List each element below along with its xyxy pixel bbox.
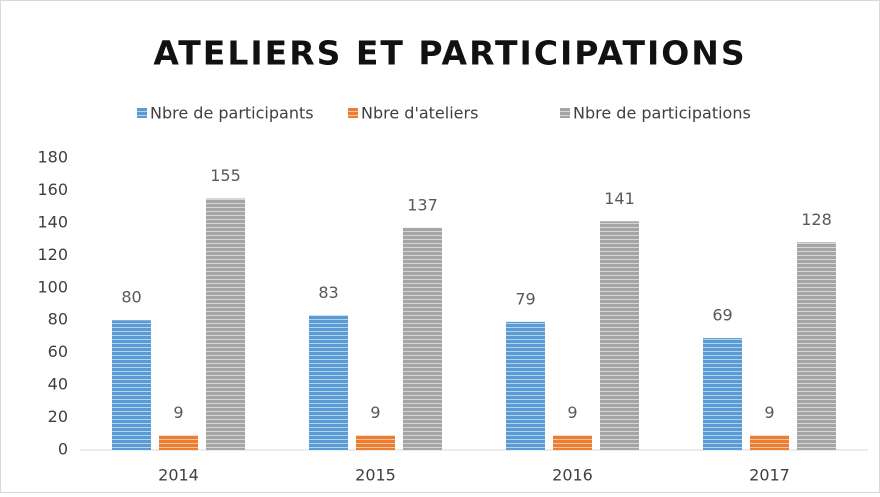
y-tick-label: 160 [37,180,68,199]
y-tick-label: 20 [48,407,68,426]
data-label: 9 [173,403,183,422]
legend-marker [560,108,570,118]
y-tick-label: 60 [48,342,68,361]
bar [159,435,198,450]
legend-marker [137,108,147,118]
y-tick-label: 80 [48,310,68,329]
bar [309,315,348,450]
data-label: 9 [370,403,380,422]
data-label: 83 [318,283,338,302]
legend-label: Nbre de participations [573,104,751,123]
data-label: 79 [515,289,535,308]
data-label: 137 [407,195,438,214]
y-tick-label: 100 [37,277,68,296]
bar [600,221,639,450]
y-tick-label: 180 [37,148,68,167]
bar [750,435,789,450]
data-label: 155 [210,166,241,185]
bar [356,435,395,450]
bar [797,242,836,450]
data-label: 128 [801,210,832,229]
data-label: 69 [712,306,732,325]
bar [703,338,742,450]
data-label: 80 [121,288,141,307]
y-tick-label: 140 [37,212,68,231]
data-label: 9 [764,403,774,422]
legend-label: Nbre de participants [150,104,314,123]
chart-title: ATELIERS ET PARTICIPATIONS [153,34,746,73]
x-tick-label: 2014 [158,466,199,485]
bar [403,227,442,450]
bar [112,320,151,450]
bar [506,321,545,450]
bar [553,435,592,450]
legend-marker [348,108,358,118]
x-tick-label: 2017 [749,466,790,485]
bar [206,198,245,450]
data-label: 9 [567,403,577,422]
y-tick-label: 0 [58,440,68,459]
x-tick-label: 2016 [552,466,593,485]
y-tick-label: 40 [48,375,68,394]
legend-label: Nbre d'ateliers [361,104,478,123]
data-label: 141 [604,189,635,208]
y-tick-label: 120 [37,245,68,264]
x-tick-label: 2015 [355,466,396,485]
